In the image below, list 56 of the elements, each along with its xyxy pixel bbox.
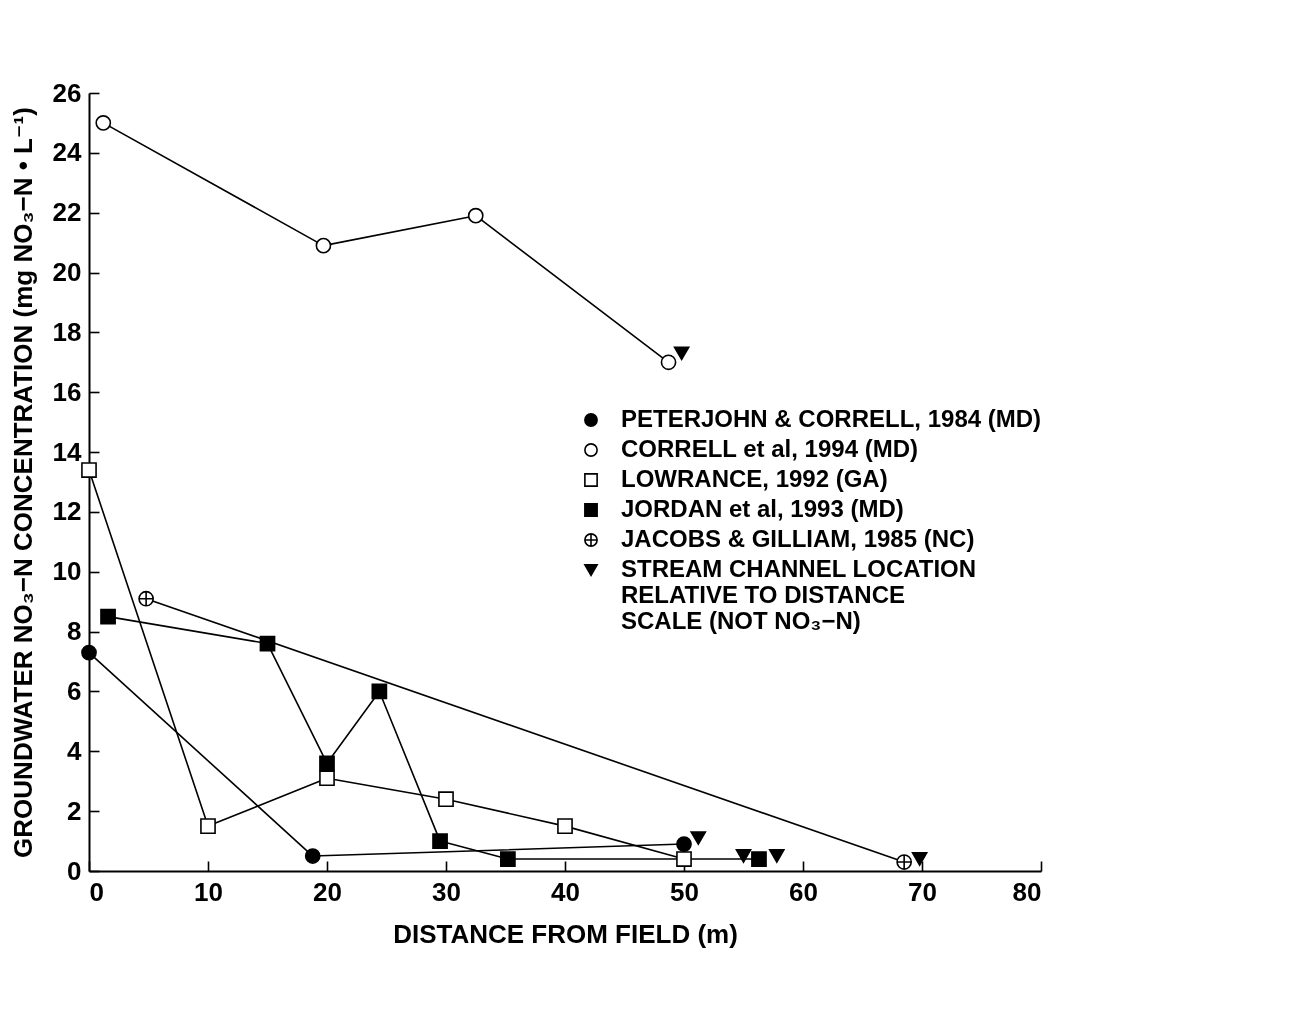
point — [751, 851, 767, 867]
y-tick-label: 26 — [52, 77, 82, 108]
point — [500, 851, 516, 867]
point — [315, 237, 332, 254]
point — [676, 851, 692, 867]
legend-label: LOWRANCE, 1992 (GA) — [621, 465, 888, 492]
point — [676, 836, 692, 852]
y-tick-label: 18 — [52, 316, 82, 347]
point — [371, 683, 388, 700]
y-tick-label: 24 — [52, 137, 83, 168]
x-tick-label: 80 — [1012, 876, 1042, 907]
legend-label: CORRELL et al, 1994 (MD) — [621, 435, 918, 462]
legend-label: JORDAN et al, 1993 (MD) — [621, 495, 904, 522]
point — [660, 354, 677, 371]
point — [690, 831, 707, 846]
legend-label: STREAM CHANNEL LOCATION RELATIVE TO DISTANCE SCALE (NOT NO₃−N) — [621, 555, 977, 634]
y-tick-label: 2 — [67, 795, 82, 826]
point — [557, 818, 573, 834]
point — [319, 770, 335, 787]
x-tick-label: 10 — [194, 876, 223, 907]
point — [673, 346, 690, 361]
point — [259, 635, 276, 652]
y-tick-label: 0 — [67, 855, 82, 886]
point — [467, 207, 484, 224]
x-tick-label: 20 — [313, 876, 342, 907]
point — [81, 462, 97, 478]
x-tick-label: 0 — [89, 876, 104, 907]
y-tick-label: 4 — [67, 735, 83, 766]
y-tick-label: 20 — [52, 257, 82, 288]
point — [304, 848, 321, 864]
x-tick-label: 50 — [670, 876, 699, 907]
point — [100, 608, 116, 625]
x-tick-label: 40 — [551, 876, 580, 907]
point — [911, 852, 928, 866]
y-tick-label: 14 — [52, 436, 83, 467]
y-tick-label: 22 — [52, 197, 82, 228]
point — [735, 849, 752, 863]
y-axis-title: GROUNDWATER NO₃−N CONCENTRATION (mg NO₃−N • L⁻¹) — [7, 107, 38, 858]
y-tick-label: 10 — [52, 556, 82, 587]
point — [95, 115, 112, 131]
point — [768, 849, 785, 863]
y-tick-label: 12 — [52, 496, 82, 527]
point — [81, 644, 97, 661]
x-tick-label: 70 — [908, 876, 937, 907]
y-tick-label: 6 — [67, 675, 82, 706]
legend-label: PETERJOHN & CORRELL, 1984 (MD) — [621, 405, 1042, 432]
y-tick-label: 16 — [52, 376, 82, 407]
legend-label: JACOBS & GILLIAM, 1985 (NC) — [621, 525, 975, 552]
x-tick-label: 30 — [432, 876, 461, 907]
point — [438, 791, 454, 808]
point — [200, 818, 216, 834]
y-tick-label: 8 — [67, 616, 82, 647]
x-tick-label: 60 — [789, 876, 818, 907]
x-axis-title: DISTANCE FROM FIELD (m) — [393, 918, 738, 949]
point — [319, 755, 335, 772]
point — [432, 833, 448, 849]
